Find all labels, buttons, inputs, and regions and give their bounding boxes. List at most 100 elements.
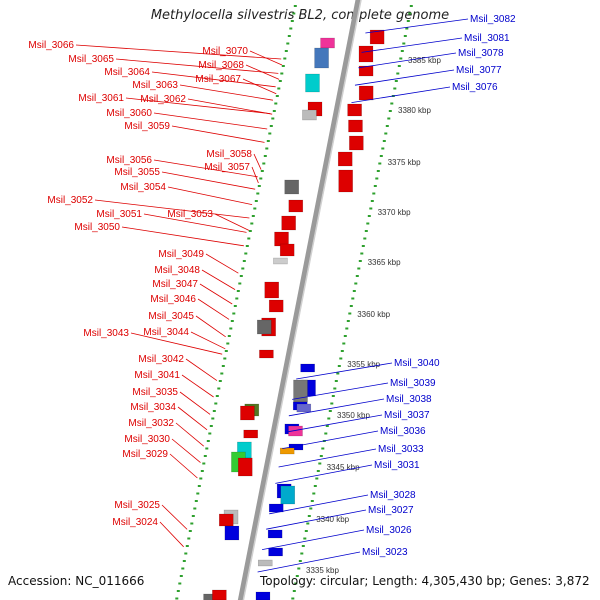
right-gene-leader (354, 69, 455, 86)
left-gene-label: Msil_3059 (124, 121, 170, 132)
mid-gene-leader (214, 213, 250, 231)
gene-block (255, 591, 271, 600)
left-gene-leader (94, 199, 250, 219)
gene-block (264, 281, 279, 299)
right-gene-label: Msil_3036 (380, 426, 426, 437)
mid-gene-leader (242, 78, 277, 95)
scale-label: 3385 kbp (408, 56, 441, 65)
left-gene-leader (179, 391, 211, 415)
left-gene-label: Msil_3035 (132, 387, 178, 398)
right-gene-leader (365, 18, 469, 34)
mid-gene-leader (187, 98, 273, 115)
mid-gene-label: Msil_3044 (143, 327, 189, 338)
gene-block (280, 485, 295, 505)
gene-block (279, 243, 295, 257)
left-gene-label: Msil_3047 (152, 279, 198, 290)
mid-gene-leader (251, 166, 259, 184)
left-gene-leader (125, 97, 271, 114)
gene-block (369, 29, 385, 45)
left-gene-label: Msil_3048 (154, 265, 200, 276)
mid-gene-leader (190, 331, 226, 350)
left-gene-label: Msil_3025 (114, 500, 160, 511)
gene-block (284, 179, 299, 195)
gene-block (237, 457, 253, 477)
scale-label: 3365 kbp (368, 258, 401, 267)
left-gene-label: Msil_3049 (158, 249, 204, 260)
left-gene-leader (175, 422, 205, 447)
right-gene-label: Msil_3040 (394, 358, 440, 369)
left-gene-label: Msil_3056 (106, 155, 152, 166)
left-gene-label: Msil_3046 (150, 294, 196, 305)
scale-label: 3340 kbp (316, 515, 349, 524)
right-gene-label: Msil_3028 (370, 490, 416, 501)
mid-gene-label: Msil_3070 (202, 46, 248, 57)
right-gene-label: Msil_3026 (366, 525, 412, 536)
mid-gene-label: Msil_3068 (198, 60, 244, 71)
right-gene-label: Msil_3037 (384, 410, 430, 421)
right-gene-label: Msil_3023 (362, 547, 408, 558)
right-gene-leader (288, 398, 385, 417)
left-gene-leader (167, 186, 253, 205)
left-gene-label: Msil_3065 (68, 54, 114, 65)
gene-block (281, 215, 296, 231)
left-gene-leader (199, 283, 233, 305)
gene-block (259, 349, 274, 359)
left-gene-label: Msil_3060 (106, 108, 152, 119)
left-gene-leader (201, 269, 236, 290)
gene-block (302, 109, 317, 121)
gene-block (358, 85, 374, 101)
right-gene-leader (269, 494, 369, 515)
left-gene-label: Msil_3041 (134, 370, 180, 381)
mid-gene-label: Msil_3058 (206, 149, 252, 160)
left-gene-label: Msil_3042 (138, 354, 184, 365)
right-gene-leader (278, 448, 377, 468)
genome-backbone (237, 0, 361, 600)
scale-label: 3355 kbp (347, 360, 380, 369)
gene-block (296, 403, 312, 413)
gene-block (338, 169, 353, 193)
scale-label: 3335 kbp (306, 566, 339, 575)
left-gene-leader (153, 159, 258, 178)
mid-gene-label: Msil_3057 (204, 162, 250, 173)
right-gene-label: Msil_3027 (368, 505, 414, 516)
left-gene-leader (205, 253, 239, 274)
left-gene-label: Msil_3051 (96, 209, 142, 220)
left-gene-label: Msil_3064 (104, 67, 150, 78)
gene-block (320, 37, 335, 49)
scale-label: 3360 kbp (357, 310, 390, 319)
right-gene-leader (361, 37, 463, 53)
left-gene-leader (181, 374, 214, 398)
gene-block (279, 447, 295, 455)
left-gene-leader (169, 453, 198, 479)
right-gene-label: Msil_3038 (386, 394, 432, 405)
left-gene-leader (143, 213, 247, 233)
left-gene-label: Msil_3066 (28, 40, 74, 51)
gene-block (300, 363, 315, 373)
left-gene-label: Msil_3063 (132, 80, 178, 91)
left-gene-leader (115, 58, 279, 74)
left-gene-label: Msil_3050 (74, 222, 120, 233)
left-gene-label: Msil_3043 (83, 328, 129, 339)
left-gene-label: Msil_3052 (47, 195, 93, 206)
right-gene-label: Msil_3081 (464, 33, 510, 44)
genome-backbone-shadow (242, 0, 362, 600)
right-gene-leader (266, 509, 367, 530)
right-gene-leader (358, 52, 457, 69)
gene-block (347, 103, 362, 117)
left-gene-leader (130, 332, 223, 355)
left-gene-label: Msil_3045 (148, 311, 194, 322)
gene-block (268, 547, 283, 557)
right-gene-label: Msil_3077 (456, 65, 502, 76)
left-gene-leader (197, 298, 230, 320)
left-gene-label: Msil_3054 (120, 182, 166, 193)
gene-block (358, 45, 374, 63)
left-gene-label: Msil_3024 (112, 517, 158, 528)
topology-label: Topology: circular; Length: 4,305,430 bp… (260, 574, 590, 588)
scale-label: 3375 kbp (388, 158, 421, 167)
left-gene-leader (179, 84, 274, 101)
gene-block (243, 429, 258, 439)
gene-block (224, 525, 240, 541)
scale-label: 3345 kbp (327, 463, 360, 472)
gene-block (257, 319, 272, 335)
